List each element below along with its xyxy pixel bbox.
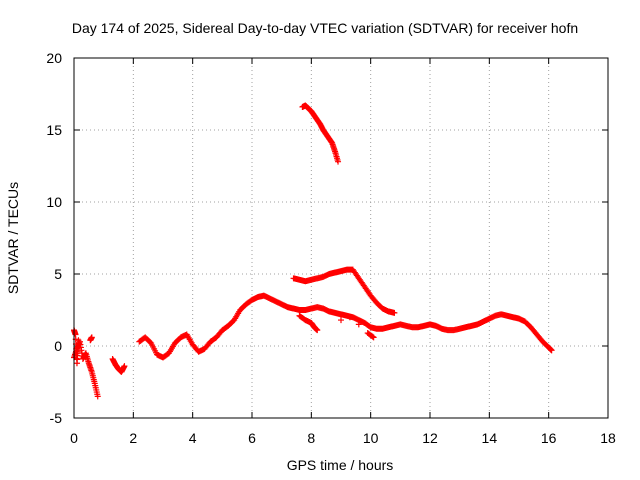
data-point bbox=[548, 347, 555, 354]
y-tick-label: 5 bbox=[54, 266, 62, 282]
plot-frame bbox=[73, 57, 609, 419]
x-tick-label: 12 bbox=[422, 430, 438, 446]
series-layer bbox=[71, 102, 555, 400]
data-point bbox=[355, 321, 362, 328]
x-tick-label: 0 bbox=[70, 430, 78, 446]
series-upper-arc bbox=[290, 266, 398, 316]
y-tick-label: -5 bbox=[50, 410, 63, 426]
x-tick-label: 4 bbox=[189, 430, 197, 446]
x-tick-label: 6 bbox=[248, 430, 256, 446]
data-point bbox=[88, 334, 95, 341]
y-tick-label: 10 bbox=[46, 194, 62, 210]
data-point bbox=[370, 334, 377, 341]
y-axis-label: SDTVAR / TECUs bbox=[5, 182, 21, 294]
x-tick-label: 18 bbox=[600, 430, 616, 446]
y-tick-label: 0 bbox=[54, 338, 62, 354]
y-tick-label: 20 bbox=[46, 50, 62, 66]
data-point bbox=[338, 317, 344, 324]
data-point bbox=[346, 314, 353, 321]
data-point bbox=[314, 327, 321, 334]
data-point bbox=[391, 309, 398, 316]
chart-title: Day 174 of 2025, Sidereal Day-to-day VTE… bbox=[72, 20, 578, 36]
x-tick-label: 2 bbox=[129, 430, 137, 446]
x-tick-label: 14 bbox=[482, 430, 498, 446]
series-main-track bbox=[71, 292, 555, 400]
x-axis-label: GPS time / hours bbox=[287, 457, 394, 473]
data-point bbox=[94, 393, 101, 400]
x-tick-label: 16 bbox=[541, 430, 557, 446]
x-tick-labels: 0 2 4 6 8 10 12 14 16 18 bbox=[70, 430, 616, 446]
x-tick-label: 10 bbox=[363, 430, 379, 446]
grid-layer bbox=[73, 57, 609, 419]
y-tick-label: 15 bbox=[46, 122, 62, 138]
data-point bbox=[335, 158, 342, 165]
series-high-outlier-track bbox=[299, 102, 342, 165]
y-tick-labels: -5 0 5 10 15 20 bbox=[46, 50, 62, 426]
data-point bbox=[75, 337, 82, 344]
data-point bbox=[369, 333, 376, 340]
series-early-spikes bbox=[71, 327, 95, 367]
series-lower-branch bbox=[296, 312, 377, 341]
x-tick-label: 8 bbox=[307, 430, 315, 446]
data-point bbox=[121, 363, 128, 370]
